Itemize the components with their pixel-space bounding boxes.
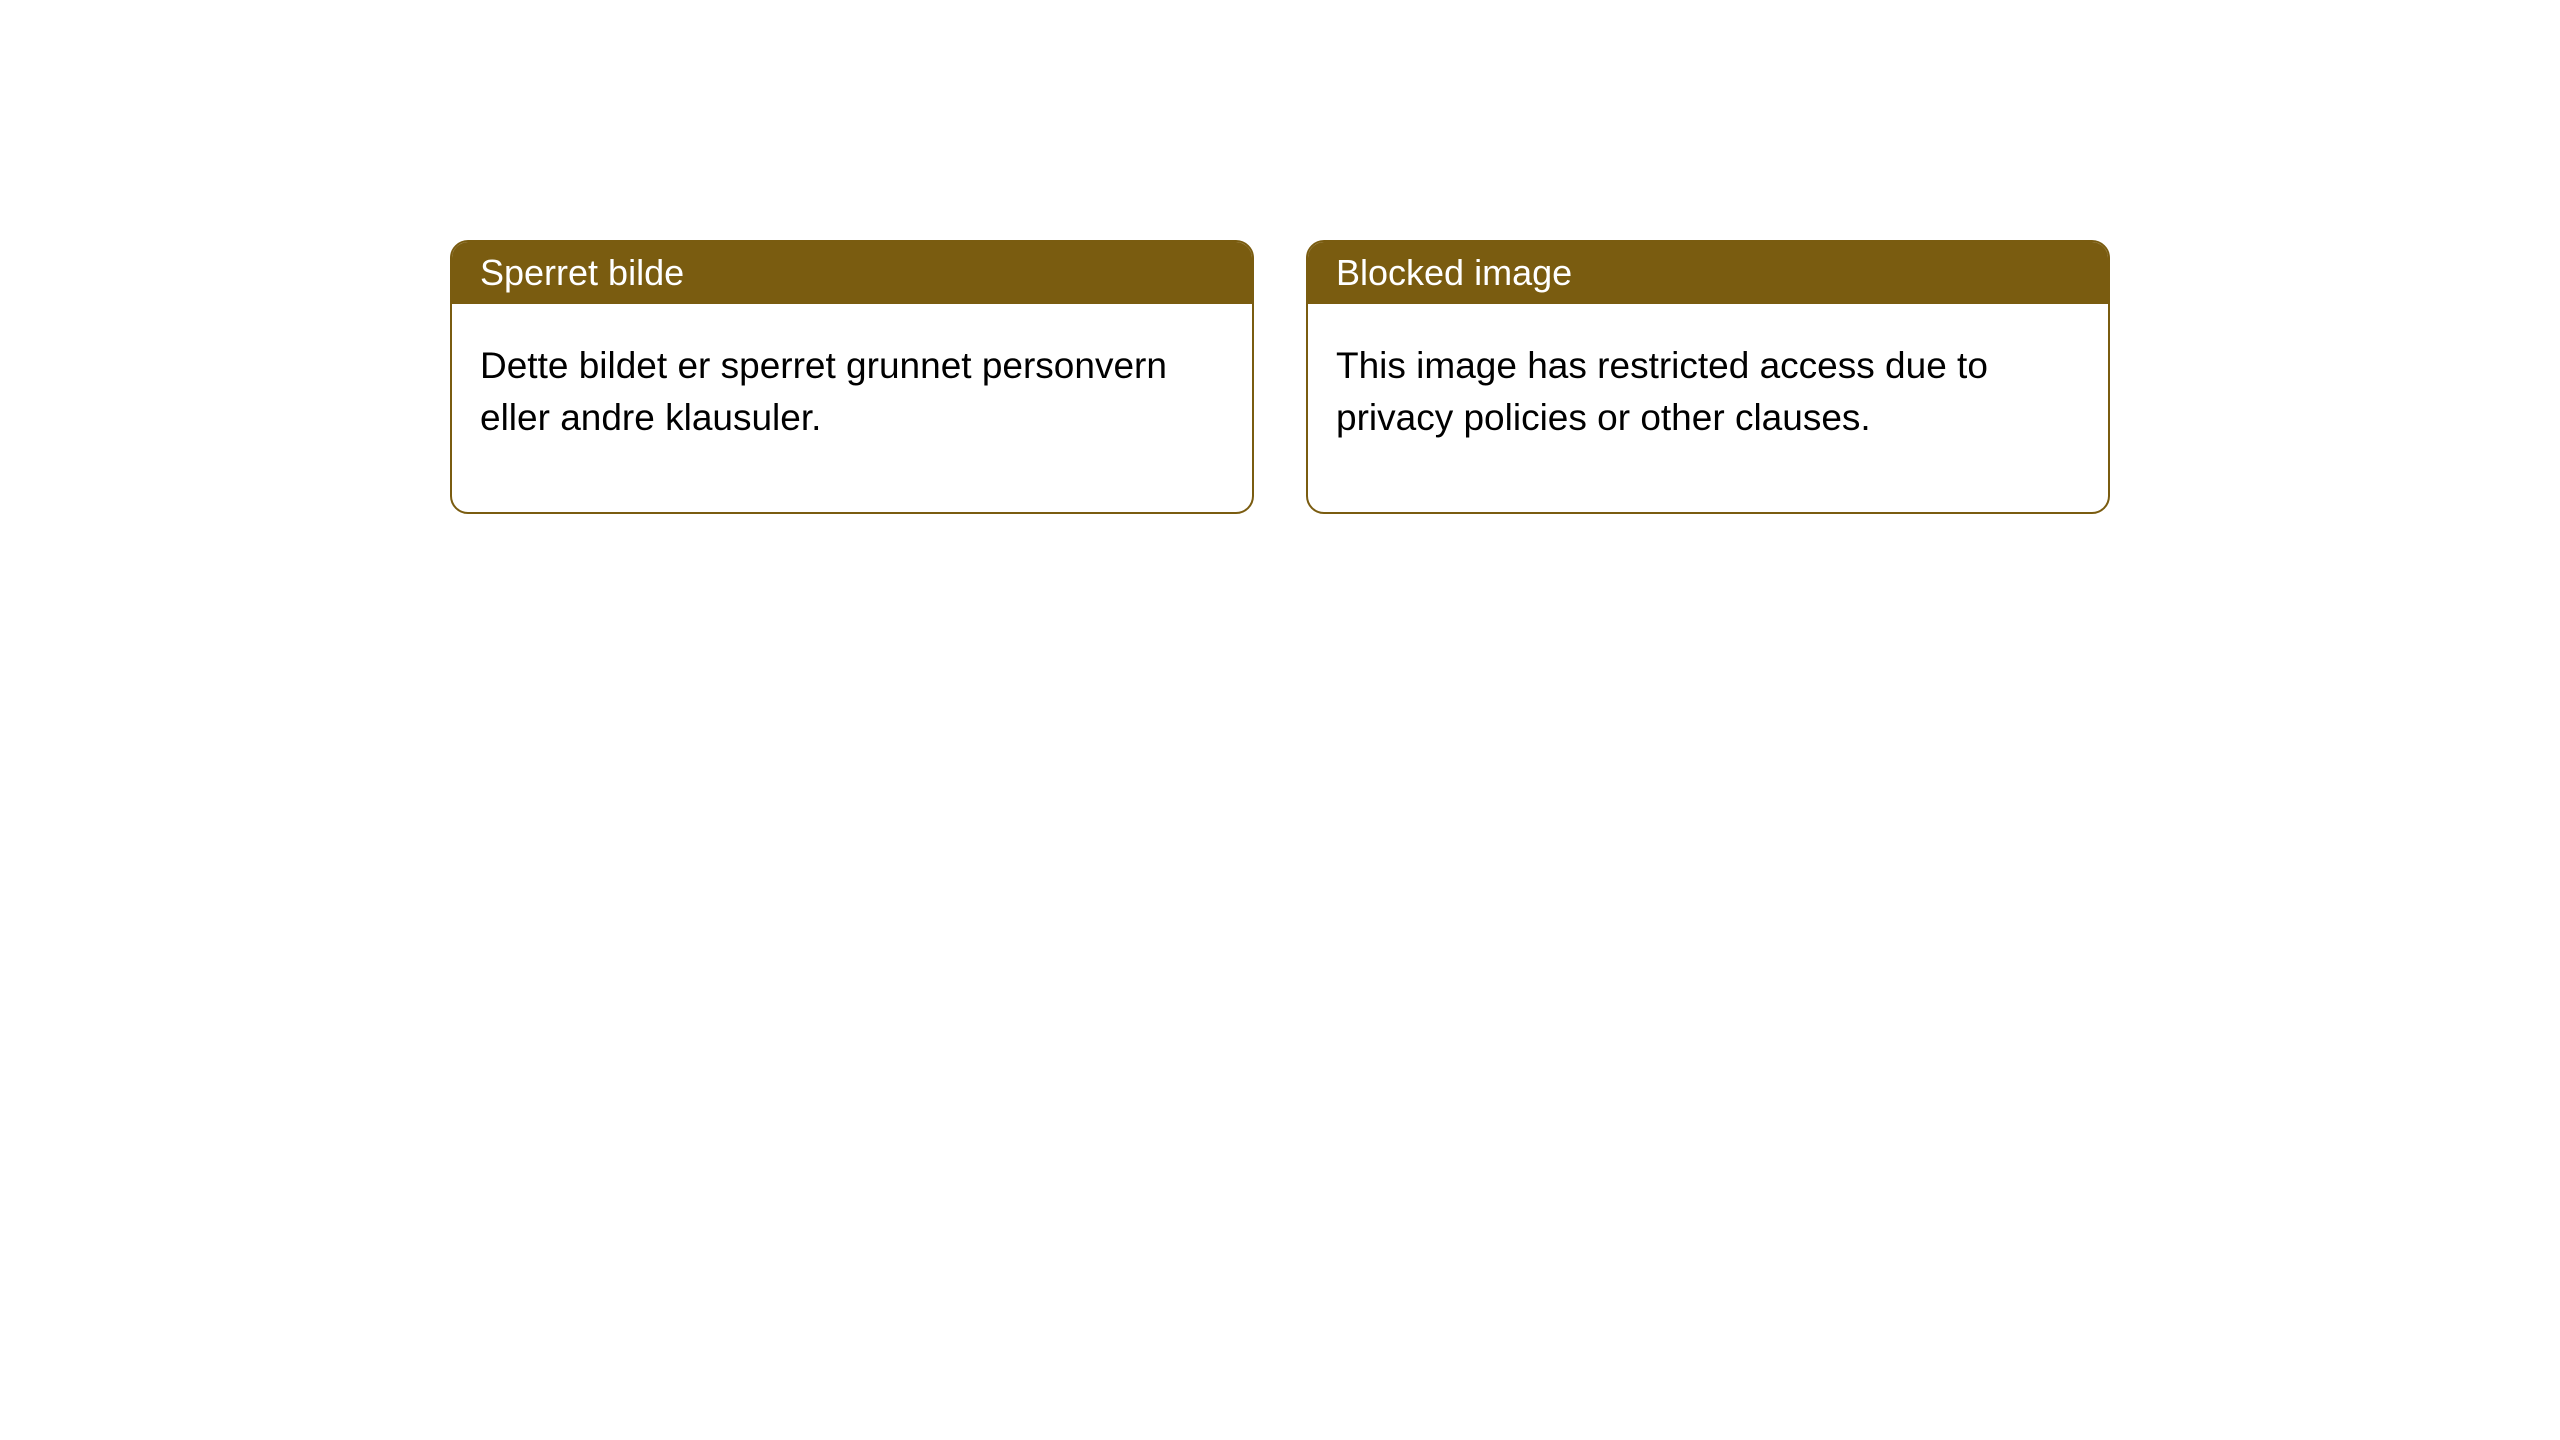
notice-card-english: Blocked image This image has restricted …: [1306, 240, 2110, 514]
notice-header: Blocked image: [1308, 242, 2108, 304]
notice-body-text: This image has restricted access due to …: [1336, 345, 1988, 438]
notice-body: Dette bildet er sperret grunnet personve…: [452, 304, 1252, 512]
notice-body: This image has restricted access due to …: [1308, 304, 2108, 512]
notice-title: Blocked image: [1336, 252, 1572, 293]
notice-header: Sperret bilde: [452, 242, 1252, 304]
notice-title: Sperret bilde: [480, 252, 684, 293]
notice-container: Sperret bilde Dette bildet er sperret gr…: [0, 0, 2560, 514]
notice-card-norwegian: Sperret bilde Dette bildet er sperret gr…: [450, 240, 1254, 514]
notice-body-text: Dette bildet er sperret grunnet personve…: [480, 345, 1167, 438]
